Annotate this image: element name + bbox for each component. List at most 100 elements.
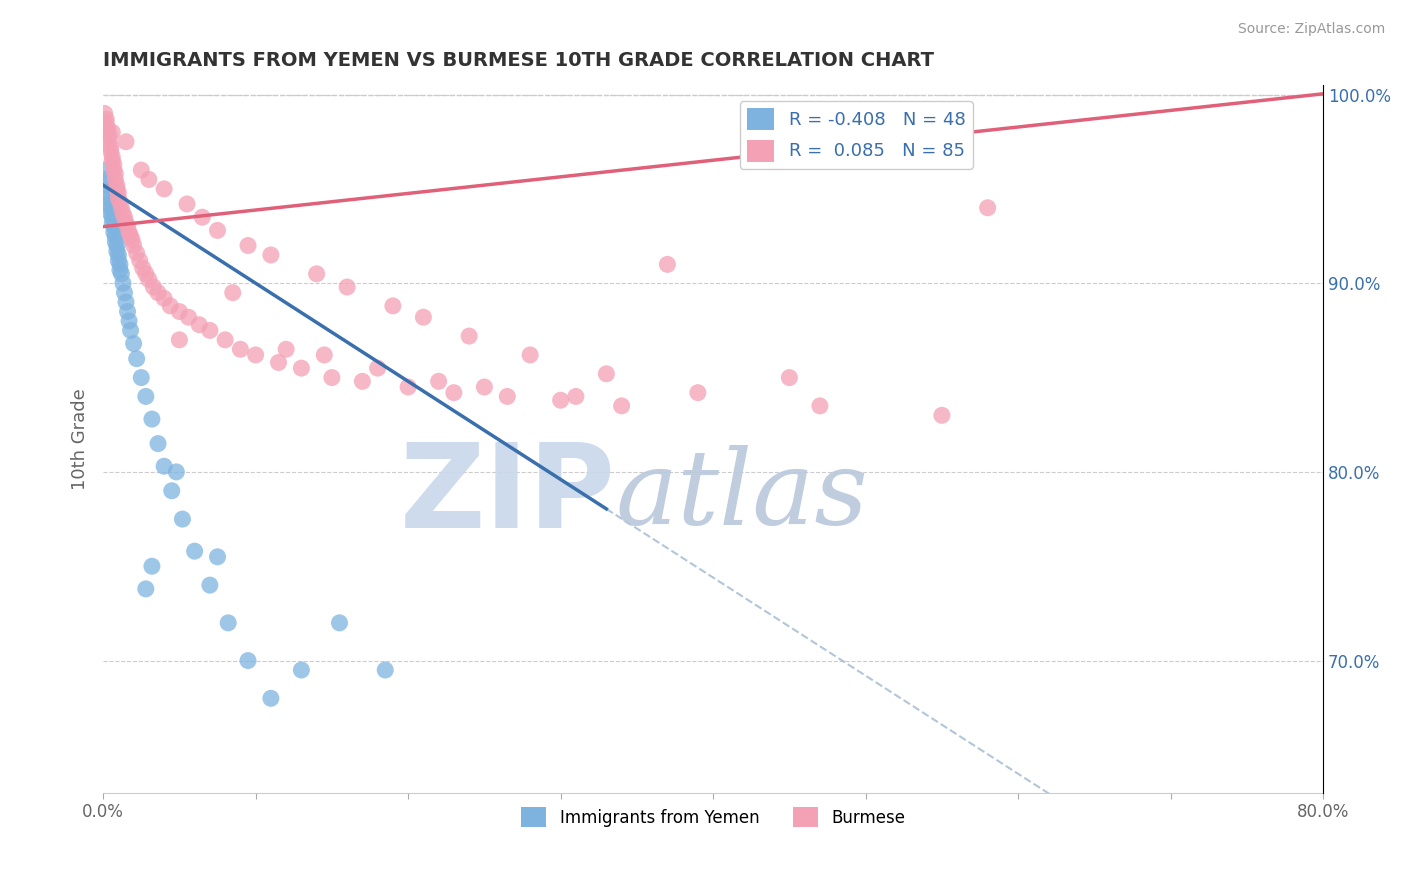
Point — [107, 253, 129, 268]
Point — [976, 201, 998, 215]
Point — [217, 615, 239, 630]
Point — [290, 663, 312, 677]
Point — [657, 257, 679, 271]
Point — [198, 323, 221, 337]
Point — [132, 261, 155, 276]
Point — [98, 191, 121, 205]
Point — [595, 367, 617, 381]
Point — [412, 310, 434, 325]
Point — [125, 351, 148, 366]
Point — [236, 654, 259, 668]
Point — [135, 389, 157, 403]
Point — [122, 238, 145, 252]
Point — [108, 257, 131, 271]
Point — [97, 186, 120, 200]
Text: atlas: atlas — [616, 445, 869, 546]
Point — [103, 225, 125, 239]
Point — [169, 333, 191, 347]
Point — [114, 210, 136, 224]
Point — [172, 512, 194, 526]
Point — [177, 310, 200, 325]
Point — [96, 172, 118, 186]
Point — [100, 140, 122, 154]
Point — [214, 333, 236, 347]
Point — [458, 329, 481, 343]
Point — [519, 348, 541, 362]
Point — [101, 210, 124, 224]
Point — [96, 112, 118, 127]
Point — [153, 459, 176, 474]
Point — [474, 380, 496, 394]
Point — [104, 172, 127, 186]
Point — [141, 412, 163, 426]
Point — [105, 178, 128, 193]
Point — [367, 361, 389, 376]
Point — [104, 235, 127, 249]
Y-axis label: 10th Grade: 10th Grade — [72, 388, 89, 490]
Point — [381, 299, 404, 313]
Point — [245, 348, 267, 362]
Point — [138, 272, 160, 286]
Point — [808, 399, 831, 413]
Point — [686, 385, 709, 400]
Point — [176, 197, 198, 211]
Point — [115, 295, 138, 310]
Point — [117, 304, 139, 318]
Point — [260, 248, 283, 262]
Point — [93, 163, 115, 178]
Point — [98, 135, 121, 149]
Point — [115, 216, 138, 230]
Point — [276, 343, 298, 357]
Point — [550, 393, 572, 408]
Point — [114, 285, 136, 300]
Point — [100, 206, 122, 220]
Text: Source: ZipAtlas.com: Source: ZipAtlas.com — [1237, 22, 1385, 37]
Point — [104, 229, 127, 244]
Point — [110, 201, 132, 215]
Point — [135, 267, 157, 281]
Point — [146, 285, 169, 300]
Point — [103, 163, 125, 178]
Point — [97, 178, 120, 193]
Point — [153, 291, 176, 305]
Point — [427, 375, 450, 389]
Point — [118, 314, 141, 328]
Point — [121, 233, 143, 247]
Point — [183, 544, 205, 558]
Point — [138, 172, 160, 186]
Point — [107, 248, 129, 262]
Point — [104, 167, 127, 181]
Point — [153, 182, 176, 196]
Point — [125, 246, 148, 260]
Point — [160, 483, 183, 498]
Point — [110, 267, 132, 281]
Point — [146, 436, 169, 450]
Point — [98, 197, 121, 211]
Point — [222, 285, 245, 300]
Point — [396, 380, 419, 394]
Point — [122, 336, 145, 351]
Point — [135, 582, 157, 596]
Point — [374, 663, 396, 677]
Point — [236, 238, 259, 252]
Point — [267, 355, 290, 369]
Point — [103, 157, 125, 171]
Point — [305, 267, 328, 281]
Point — [111, 277, 134, 291]
Point — [101, 150, 124, 164]
Point — [101, 216, 124, 230]
Point — [159, 299, 181, 313]
Point — [207, 223, 229, 237]
Point — [111, 206, 134, 220]
Point — [103, 219, 125, 234]
Point — [188, 318, 211, 332]
Point — [565, 389, 588, 403]
Point — [191, 210, 214, 224]
Point — [314, 348, 336, 362]
Point — [120, 323, 142, 337]
Point — [118, 225, 141, 239]
Point — [142, 280, 165, 294]
Point — [778, 370, 800, 384]
Point — [290, 361, 312, 376]
Point — [107, 186, 129, 200]
